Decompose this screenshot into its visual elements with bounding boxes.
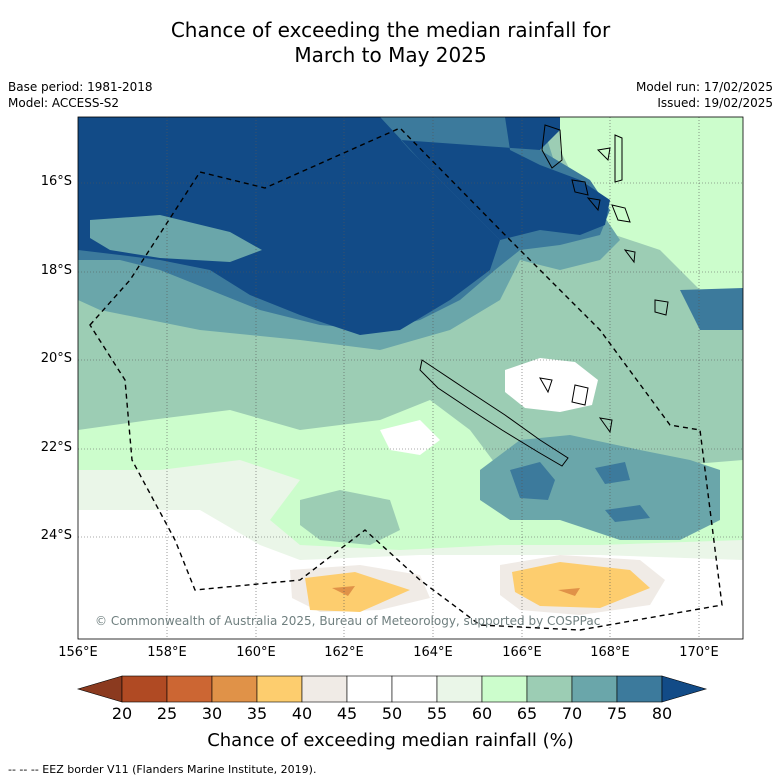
colorbar-swatch <box>436 675 483 703</box>
model-name: Model: ACCESS-S2 <box>8 96 120 110</box>
title-line-1: Chance of exceeding the median rainfall … <box>170 18 611 42</box>
colorbar-swatch <box>571 675 618 703</box>
field-70-75-inset <box>90 215 262 262</box>
map-field <box>78 117 743 639</box>
eez-legend-footer: -- -- -- EEZ border V11 (Flanders Marine… <box>8 763 317 776</box>
field-30-35-west <box>332 586 355 596</box>
longitude-label: 166°E <box>502 645 542 660</box>
issued-date: Issued: 19/02/2025 <box>657 96 773 110</box>
colorbar-tick-label: 40 <box>291 704 313 723</box>
colorbar-tick-label: 50 <box>381 704 403 723</box>
new-caledonia-coastline <box>419 359 569 467</box>
field-75-80-east <box>680 288 743 330</box>
colorbar-tick-label: 75 <box>606 704 628 723</box>
colorbar-extend-high <box>661 675 708 703</box>
copyright-text: © Commonwealth of Australia 2025, Bureau… <box>95 614 601 628</box>
longitude-label: 168°E <box>590 645 630 660</box>
colorbar-tick-label: 25 <box>156 704 178 723</box>
colorbar-swatch <box>391 675 438 703</box>
meta-left: Base period: 1981-2018 Model: ACCESS-S2 <box>8 79 153 111</box>
longitude-label: 170°E <box>679 645 719 660</box>
loyalty-island-2 <box>539 377 553 394</box>
colorbar-swatch <box>256 675 303 703</box>
colorbar-tick-label: 20 <box>111 704 133 723</box>
colorbar-swatch <box>616 675 663 703</box>
loyalty-island-3 <box>598 417 613 434</box>
model-run: Model run: 17/02/2025 <box>635 80 773 94</box>
field-over-80-east <box>78 117 610 240</box>
graticule <box>78 117 743 639</box>
colorbar-extend-low <box>76 675 123 703</box>
vanuatu-coastline <box>541 124 669 316</box>
field-35-40-west <box>305 572 410 612</box>
loyalty-islands <box>571 384 589 406</box>
colorbar-tick-label: 80 <box>651 704 673 723</box>
colorbar-swatch <box>211 675 258 703</box>
base-period: Base period: 1981-2018 <box>8 80 153 94</box>
longitude-label: 158°E <box>147 645 187 660</box>
colorbar <box>76 675 708 703</box>
latitude-label: 16°S <box>40 174 72 189</box>
chart-title: Chance of exceeding the median rainfall … <box>0 18 781 68</box>
latitude-label: 22°S <box>40 440 72 455</box>
colorbar-swatch <box>121 675 168 703</box>
colorbar-tick-label: 45 <box>336 704 358 723</box>
field-over-80 <box>78 117 500 335</box>
field-75-80-se-2 <box>595 462 630 484</box>
colorbar-tick-label: 55 <box>426 704 448 723</box>
field-70-75-se <box>480 435 720 540</box>
title-line-2: March to May 2025 <box>294 43 487 67</box>
field-white-nc <box>505 358 598 412</box>
meta-right: Model run: 17/02/2025 Issued: 19/02/2025 <box>636 79 773 111</box>
latitude-label: 20°S <box>40 351 72 366</box>
longitude-label: 162°E <box>324 645 364 660</box>
colorbar-tick-label: 30 <box>201 704 223 723</box>
map-frame <box>77 116 744 640</box>
field-65-70-sw <box>300 490 400 545</box>
longitude-label: 164°E <box>413 645 453 660</box>
colorbar-tick-label: 65 <box>516 704 538 723</box>
latitude-label: 18°S <box>40 263 72 278</box>
colorbar-tick-label: 60 <box>471 704 493 723</box>
colorbar-swatch <box>481 675 528 703</box>
field-60-65-east <box>560 117 743 300</box>
field-30-35-east <box>558 588 580 596</box>
colorbar-swatch <box>526 675 573 703</box>
latitude-label: 24°S <box>40 528 72 543</box>
field-35-40-east <box>512 562 650 608</box>
field-75-80-se-3 <box>605 505 650 522</box>
longitude-label: 160°E <box>236 645 276 660</box>
colorbar-tick-label: 35 <box>246 704 268 723</box>
colorbar-tick-label: 70 <box>561 704 583 723</box>
field-white-west-nc <box>380 420 440 455</box>
colorbar-label: Chance of exceeding median rainfall (%) <box>207 730 574 751</box>
eez-border <box>89 127 723 631</box>
colorbar-swatch <box>301 675 348 703</box>
field-75-80-se-1 <box>510 462 555 500</box>
longitude-label: 156°E <box>58 645 98 660</box>
colorbar-swatch <box>346 675 393 703</box>
colorbar-swatch <box>166 675 213 703</box>
